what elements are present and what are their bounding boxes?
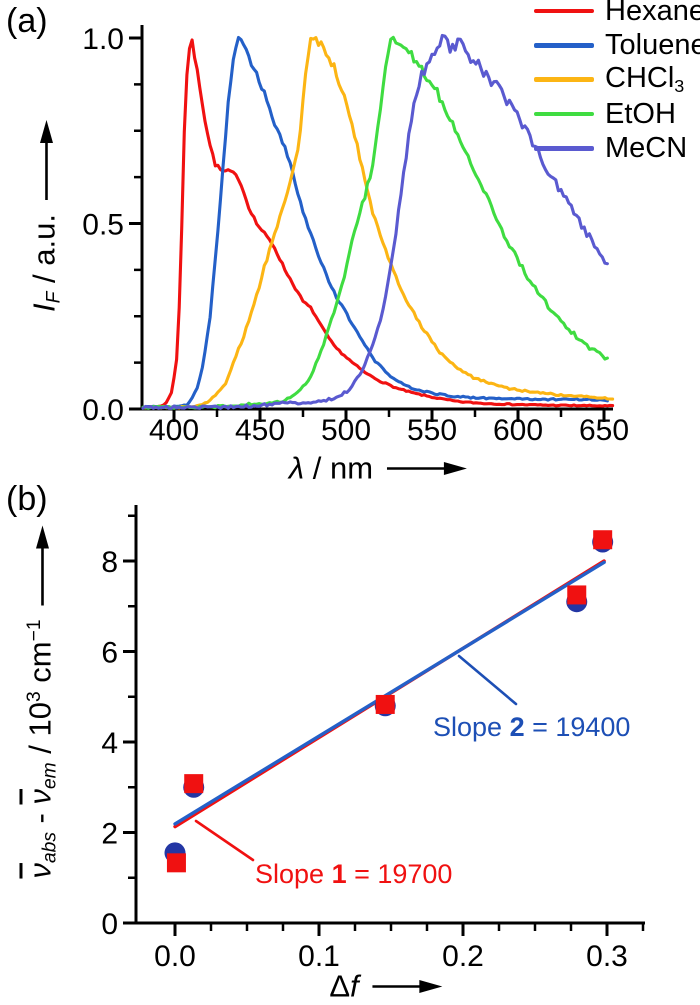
panel-a-x-tick-label: 500 [321,414,371,447]
legend-label: Toluene [605,28,700,61]
slope-1-annotation: Slope 1 = 19700 [255,859,453,889]
panel-a-x-tick-label: 450 [235,414,285,447]
spectrum-curve-etoh [141,35,609,410]
panel-a-x-tick-label: 550 [407,414,457,447]
data-point-square-series-1 [567,585,587,605]
data-point-square-series-1 [184,774,204,794]
spectrum-curve-chcl3 [141,36,615,410]
legend-item-etoh: EtOH [534,97,700,131]
panel-a-x-tick-label: 650 [579,414,629,447]
fit-line-fit-2 [173,560,606,826]
panel-b-x-tick-label: 0.1 [298,940,340,973]
legend-item-hexane: Hexane [534,0,700,28]
panel-b-x-tick-label: 0.3 [586,940,628,973]
chcl3-line-swatch [534,77,594,82]
data-point-square-series-1 [375,694,395,714]
panel-b-y-tick-label: 0 [101,908,118,941]
legend-item-toluene: Toluene [534,28,700,62]
hexane-line-swatch [534,8,594,14]
panel-b-x-tick-label: 0.0 [154,940,196,973]
legend-label: EtOH [605,97,676,130]
panel-b-y-axis-label: νabs - νem / 103 cm−1 [22,525,60,879]
legend-item-mecn: MeCN [534,131,700,165]
spectrum-curve-toluene [141,35,609,410]
panel-b-y-tick-label: 2 [101,818,118,851]
legend-label: CHCl3 [605,62,685,97]
panel-b-y-tick-label: 4 [101,727,118,760]
panel-a-y-tick-label: 0.5 [82,209,124,242]
legend: Hexane Toluene CHCl3 EtOH MeCN [534,0,700,165]
up-arrow-icon [35,525,49,606]
up-arrow-icon [39,120,53,201]
mecn-line-swatch [534,146,594,151]
panel-a-x-tick-label: 600 [493,414,543,447]
panel-b-label: (b) [6,480,48,518]
panel-b-y-tick-label: 6 [101,637,118,670]
panel-b-x-axis-label: Δf [329,971,443,1002]
panel-b-x-tick-label: 0.2 [442,940,484,973]
panel-a-y-tick-label: 1.0 [82,23,124,56]
data-point-square-series-1 [593,530,613,550]
panel-a-x-tick-label: 400 [149,414,199,447]
panel-a-y-tick-label: 0.0 [82,394,124,427]
etoh-line-swatch [534,111,594,117]
slope-1-leader-line [194,819,255,862]
data-point-square-series-1 [166,853,186,873]
slope-2-annotation: Slope 2 = 19400 [433,712,631,742]
panel-a-y-axis-label: IF / a.u. [26,120,64,312]
panel-a-x-axis-label: λ / nm [289,453,468,484]
toluene-line-swatch [534,43,594,48]
spectrum-curve-mecn [141,33,609,410]
legend-item-chcl3: CHCl3 [534,63,700,97]
slope-2-leader-line [457,654,518,706]
panel-a-label: (a) [6,2,48,40]
legend-label: Hexane [605,0,700,27]
panel-b-y-tick-label: 8 [101,546,118,579]
right-arrow-icon [387,461,468,475]
legend-label: MeCN [605,131,688,164]
right-arrow-icon [372,979,443,993]
